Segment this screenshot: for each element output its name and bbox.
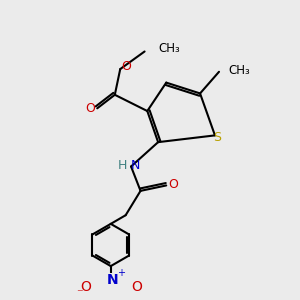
Text: CH₃: CH₃ [229,64,250,77]
Text: O: O [131,280,142,294]
Text: ⁻: ⁻ [76,287,83,300]
Text: N: N [106,273,118,286]
Text: N: N [130,159,140,172]
Text: CH₃: CH₃ [158,42,180,55]
Text: S: S [213,131,221,144]
Text: O: O [121,60,131,74]
Text: O: O [168,178,178,190]
Text: H: H [118,159,127,172]
Text: +: + [117,268,125,278]
Text: O: O [80,280,91,294]
Text: O: O [85,102,95,115]
